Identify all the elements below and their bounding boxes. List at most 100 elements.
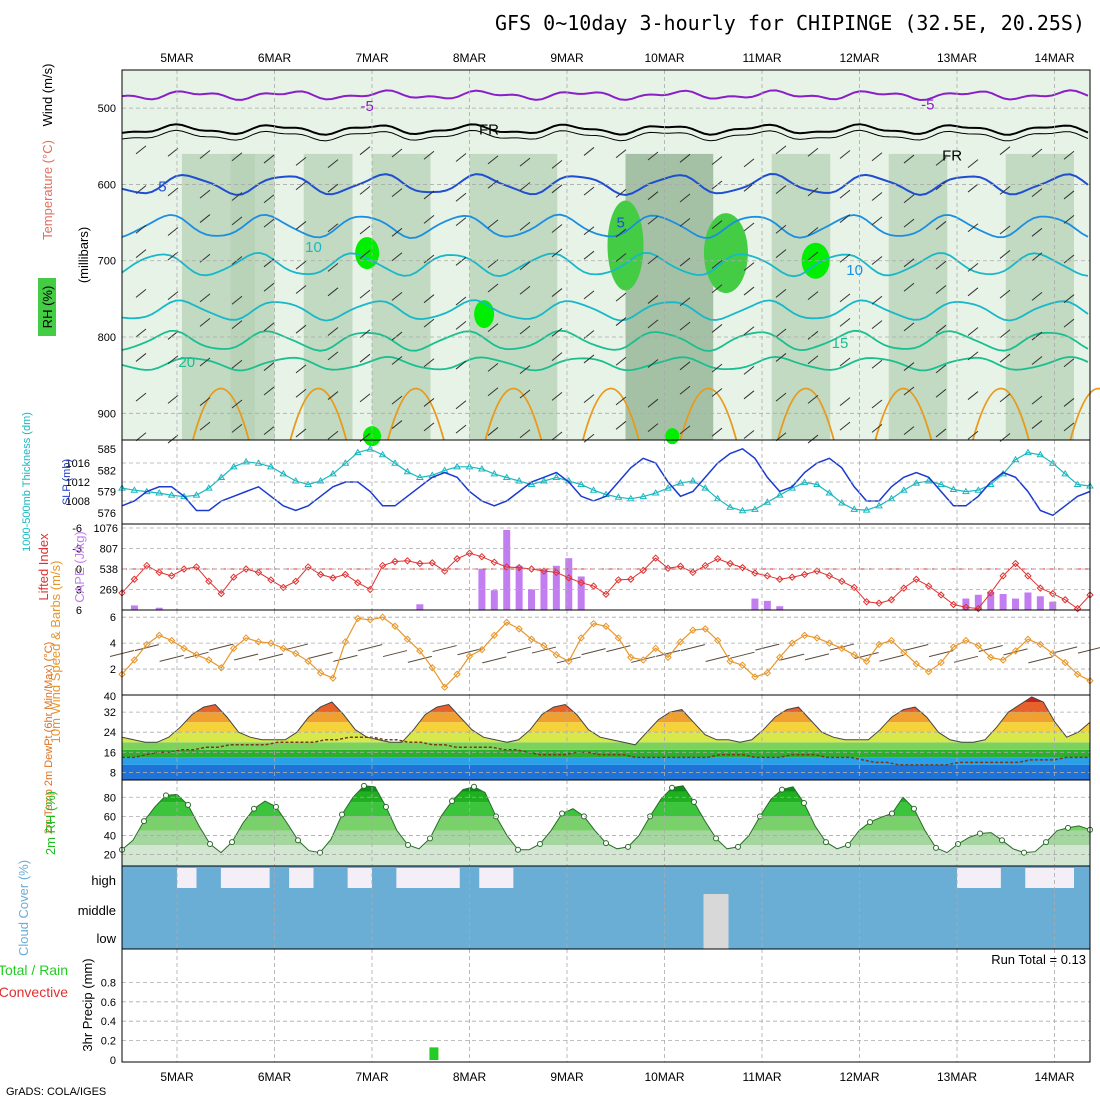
- wind-barb-81: [423, 150, 435, 160]
- rh-band-0: [122, 845, 1090, 866]
- wind-speed-point-51: [751, 673, 759, 681]
- cape-bar-72: [1012, 598, 1020, 610]
- wind-barb-224: [903, 426, 915, 436]
- thickness-point-31: [502, 473, 511, 480]
- lifted-point-66: [937, 591, 945, 599]
- pressure-tick-1: 600: [98, 179, 116, 191]
- wind-barb-164: [711, 220, 723, 230]
- date-label-top-0: 5MAR: [160, 51, 194, 65]
- cape-bar-51: [751, 598, 759, 610]
- wind-speed-point-18: [341, 638, 350, 646]
- pressure-tick-2: 700: [98, 256, 116, 268]
- wind-speed-point-12: [267, 639, 275, 647]
- wind-barb-157: [679, 297, 691, 307]
- wind-barb-160: [679, 385, 691, 395]
- lifted-point-62: [887, 596, 896, 604]
- thickness-point-59: [850, 505, 859, 512]
- wind-barb-147: [647, 255, 659, 265]
- cloud-high-clear-1: [220, 868, 270, 888]
- wind-barb-156: [679, 257, 691, 267]
- date-label-top-4: 9MAR: [550, 51, 584, 65]
- rh-point-8: [207, 841, 213, 848]
- date-label-top-5: 10MAR: [644, 51, 684, 65]
- surface-wind-barb-20: [358, 644, 383, 652]
- wind-speed-point-32: [515, 625, 523, 633]
- wind-speed-point-5: [180, 644, 188, 653]
- wind-barb-256: [1031, 292, 1043, 301]
- wind-barb-242: [967, 430, 979, 440]
- wind-barb-186: [775, 353, 787, 362]
- wind-speed-point-1: [130, 656, 139, 664]
- wind-barb-59: [327, 327, 339, 336]
- wind-barb-85: [423, 294, 435, 304]
- wind-barb-220: [903, 282, 915, 292]
- lifted-point-57: [825, 572, 834, 580]
- wind-barb-211: [871, 295, 883, 305]
- wind-speed-point-76: [1061, 658, 1069, 667]
- wind-barb-97: [455, 400, 467, 410]
- wind-speed-point-6: [192, 651, 201, 659]
- lifted-point-25: [428, 559, 436, 567]
- wind-barb-76: [391, 292, 403, 301]
- lifted-point-58: [838, 577, 846, 586]
- wind-speed-point-62: [887, 636, 896, 645]
- rh-point-46: [625, 843, 631, 850]
- cape-bar-71: [999, 593, 1007, 610]
- wind-barb-262: [1063, 190, 1075, 200]
- wind-barb-24: [199, 357, 211, 367]
- wind-speed-point-9: [229, 644, 238, 653]
- wind-speed-point-59: [850, 651, 858, 659]
- date-label-top-8: 13MAR: [937, 51, 977, 65]
- wind-barb-105: [487, 362, 499, 372]
- rh-point-82: [1021, 849, 1027, 856]
- wind-barb-139: [615, 292, 627, 302]
- date-label-bottom-5: 10MAR: [644, 1070, 684, 1084]
- lifted-point-17: [329, 574, 337, 582]
- rh-point-4: [163, 792, 169, 799]
- rh-point-24: [383, 803, 389, 810]
- wind-barb-202: [839, 293, 851, 303]
- wind-speed-point-30: [490, 631, 499, 640]
- lifted-point-7: [205, 577, 213, 586]
- wind-barb-127: [583, 186, 595, 196]
- surface-wind-barb-70: [978, 644, 1003, 652]
- thickness-point-67: [949, 485, 958, 493]
- wind-barb-36: [263, 154, 275, 164]
- surface-isotherm-arch-1: [289, 387, 348, 441]
- rh-point-10: [229, 839, 235, 846]
- wind-speed-point-52: [763, 669, 772, 677]
- wind-barb-28: [231, 192, 243, 201]
- thickness-point-63: [899, 486, 908, 493]
- wind-barb-88: [423, 398, 435, 407]
- wind-barb-16: [167, 394, 179, 404]
- precip-bar-0: [429, 1047, 439, 1060]
- wind-barb-249: [999, 353, 1011, 363]
- lifted-point-75: [1049, 589, 1057, 598]
- rh-blob-4: [474, 300, 495, 329]
- cape-bar-53: [776, 606, 784, 610]
- cape-bar-73: [1024, 592, 1032, 610]
- lifted-point-54: [788, 573, 796, 581]
- wind-barb-155: [679, 218, 691, 227]
- wind-speed-point-58: [838, 644, 846, 653]
- wind-barb-27: [231, 152, 243, 162]
- wind-barb-34: [231, 399, 243, 409]
- wind-barb-63: [359, 146, 371, 156]
- wind-barb-175: [743, 286, 755, 296]
- wind-barb-113: [519, 325, 531, 335]
- thickness-point-77: [1073, 480, 1082, 488]
- wind-tick-0: 2: [110, 664, 116, 676]
- surface-wind-barb-16: [308, 651, 333, 659]
- panel-frames: [121, 69, 1091, 1063]
- wind-speed-point-68: [962, 636, 970, 645]
- lifted-point-37: [577, 578, 585, 587]
- wind-barb-48: [295, 260, 307, 270]
- temp-legend-label: Temperature (°C): [40, 140, 55, 240]
- wind-barb-92: [455, 217, 467, 227]
- date-label-top-1: 6MAR: [258, 51, 292, 65]
- wind-barb-230: [935, 324, 947, 334]
- temp-band-3: [122, 742, 1090, 750]
- lifted-point-23: [403, 557, 412, 565]
- wind-barb-205: [839, 397, 851, 407]
- lifted-point-27: [453, 555, 461, 563]
